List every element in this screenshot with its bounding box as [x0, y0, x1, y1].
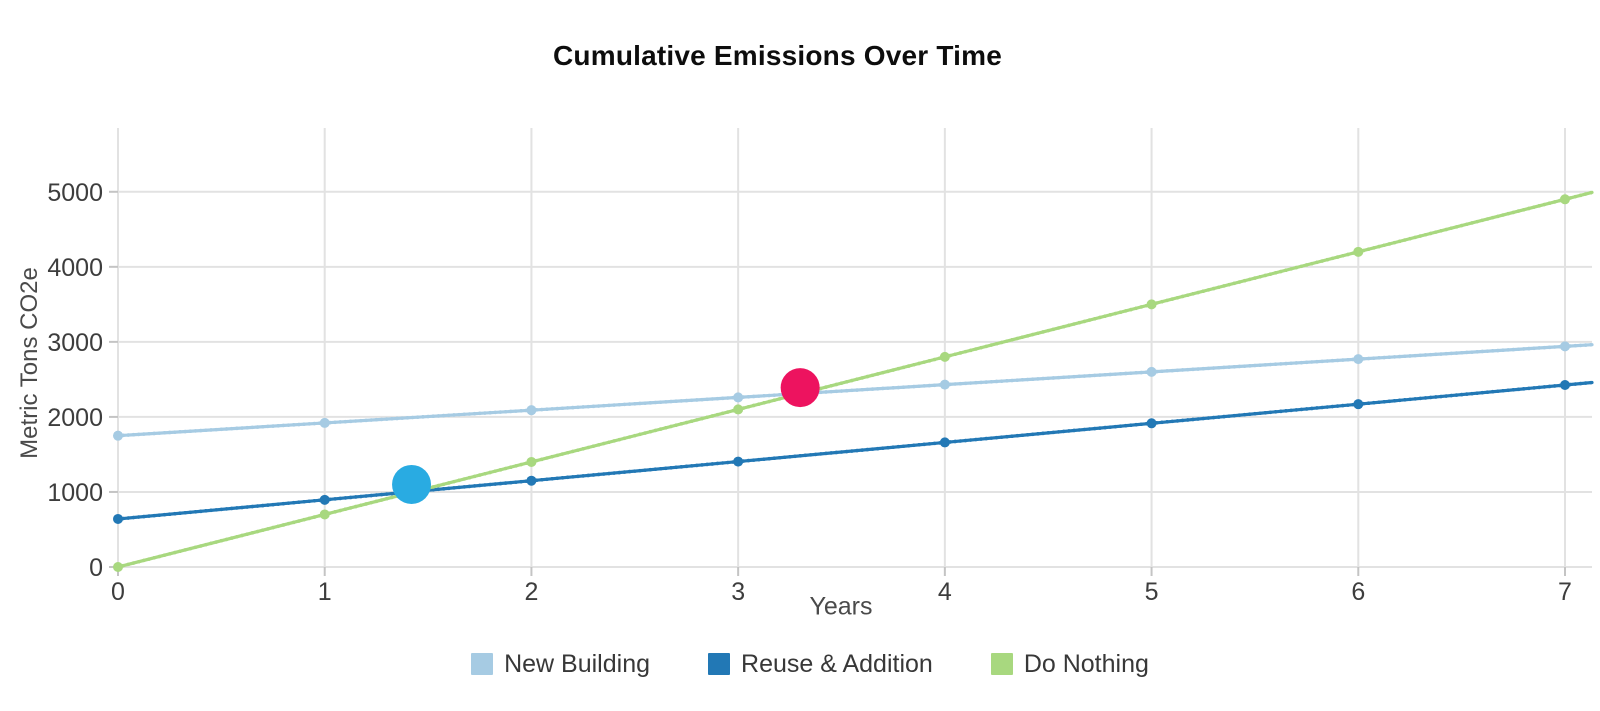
y-tick-label: 5000 [47, 179, 103, 207]
series-do-nothing [113, 190, 1594, 572]
series-point [319, 417, 330, 428]
series-point [1353, 354, 1364, 365]
y-axis-title: Metric Tons CO2e [16, 267, 43, 459]
legend-item-do-nothing: Do Nothing [990, 649, 1149, 679]
series-point [526, 405, 537, 416]
chart-legend: New Building Reuse & Addition Do Nothing [10, 644, 1600, 684]
y-tick-label: 4000 [47, 254, 103, 282]
x-tick-label: 2 [524, 578, 538, 606]
series-point [113, 513, 123, 524]
y-tick-label: 3000 [47, 329, 103, 357]
series-line-do-nothing [116, 190, 1594, 569]
x-tick-label: 0 [111, 578, 125, 606]
series-point [1560, 341, 1570, 352]
x-tick-label: 6 [1351, 578, 1365, 606]
series-point [939, 351, 950, 362]
series-point [733, 392, 744, 403]
series-point [733, 404, 744, 415]
series-point [1560, 380, 1570, 391]
series-point [319, 509, 330, 520]
series-point [526, 456, 537, 467]
x-tick-label: 5 [1145, 578, 1159, 606]
x-tick-label: 4 [938, 578, 952, 606]
series-point [939, 379, 950, 390]
series-line-new-building [116, 343, 1594, 438]
legend-swatch-new-building [471, 653, 494, 675]
chart-title: Cumulative Emissions Over Time [553, 40, 1002, 71]
series-point [733, 456, 744, 467]
gridlines [117, 128, 1592, 568]
legend-label: New Building [504, 649, 651, 678]
series-point [319, 494, 330, 505]
x-tick-label: 1 [318, 578, 332, 606]
x-tick-label: 3 [731, 578, 745, 606]
legend-item-new-building: New Building [471, 650, 650, 679]
series-point [113, 562, 123, 572]
series-line-reuse-addition [116, 380, 1594, 521]
series-point [1146, 418, 1157, 429]
series-point [1146, 366, 1157, 377]
legend-swatch-do-nothing [990, 653, 1013, 675]
series-point [1560, 194, 1570, 205]
series-point [1353, 399, 1364, 410]
legend-label: Do Nothing [1023, 649, 1149, 678]
legend-label: Reuse & Addition [741, 649, 933, 678]
y-tick-label: 0 [89, 554, 103, 582]
annotation-dot-new-building-crossover [780, 368, 820, 408]
x-tick-label: 7 [1558, 578, 1572, 606]
series-point [939, 437, 950, 448]
series-point [113, 430, 123, 441]
series-point [526, 475, 537, 486]
series-point [1353, 246, 1364, 257]
series-point [1146, 299, 1157, 310]
series-reuse-addition [113, 380, 1594, 524]
y-tick-label: 2000 [47, 404, 103, 432]
x-axis-title: Years [809, 592, 873, 621]
y-tick-label: 1000 [47, 479, 103, 507]
annotation-dot-reuse-addition-crossover [392, 464, 432, 504]
legend-swatch-reuse-addition [708, 653, 731, 675]
series-new-building [113, 341, 1594, 441]
legend-item-reuse-addition: Reuse & Addition [708, 650, 933, 679]
